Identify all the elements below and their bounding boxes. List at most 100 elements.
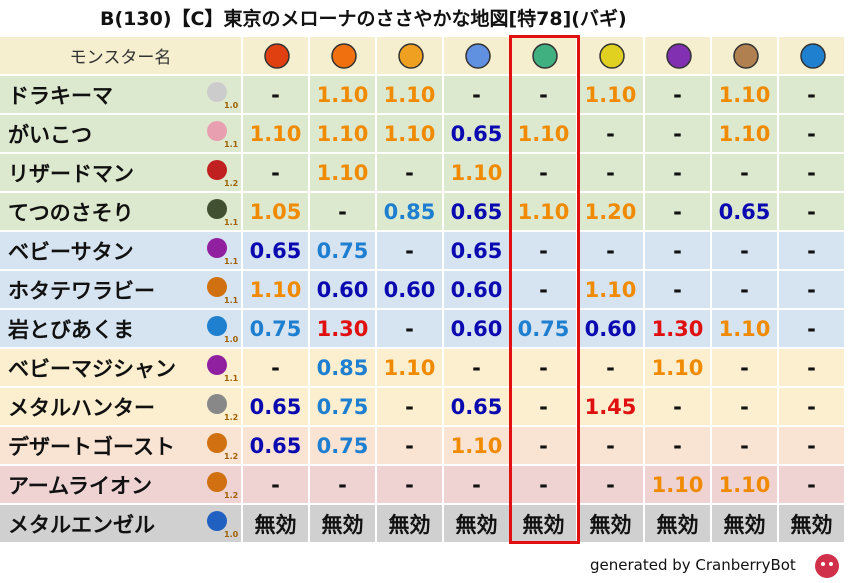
resist-value: - (578, 232, 643, 269)
resist-value: 0.60 (444, 310, 509, 347)
monster-name: アームライオン (0, 466, 241, 503)
resist-value: 1.45 (578, 388, 643, 425)
monster-level: 1.1 (224, 374, 239, 383)
resist-value: - (377, 466, 442, 503)
resist-value: - (310, 466, 375, 503)
resist-value: - (511, 349, 576, 386)
monster-name: 岩とびあくま (0, 310, 241, 347)
element-icon (329, 41, 359, 71)
icon-shape (207, 277, 227, 297)
resist-value: - (377, 154, 442, 191)
monster-name: ドラキーマ (0, 76, 241, 113)
resist-value: - (645, 193, 710, 230)
resist-value: - (511, 427, 576, 464)
monster-level: 1.1 (224, 296, 239, 305)
resist-value: - (712, 427, 777, 464)
icon-shape (330, 43, 357, 69)
resist-value: 無効 (712, 505, 777, 542)
resist-value: 1.10 (578, 271, 643, 308)
resist-value: - (712, 388, 777, 425)
icon-shape (207, 394, 227, 414)
resist-value: - (578, 466, 643, 503)
monster-name: ベビーマジシャン (0, 349, 241, 386)
resist-value: - (645, 271, 710, 308)
element-icon (597, 41, 627, 71)
monster-icon (205, 275, 229, 299)
icon-shape (263, 43, 290, 69)
resist-value: 1.10 (444, 427, 509, 464)
resist-value: 1.10 (712, 310, 777, 347)
resist-value: - (779, 154, 844, 191)
monster-level: 1.2 (224, 179, 239, 188)
resist-value: 1.20 (578, 193, 643, 230)
name-header: モンスター名 (0, 37, 241, 74)
monster-name: メタルエンゼル (0, 505, 241, 542)
resist-value: 1.10 (645, 349, 710, 386)
icon-shape (207, 160, 227, 180)
resist-value: 0.85 (377, 193, 442, 230)
icon-shape (207, 511, 227, 531)
icon-shape (397, 43, 424, 69)
monster-level: 1.0 (224, 335, 239, 344)
resist-value: - (511, 388, 576, 425)
resist-value: 0.75 (310, 388, 375, 425)
resist-value: 0.65 (243, 388, 308, 425)
resist-value: - (645, 76, 710, 113)
title: B(130)【C】東京のメローナのささやかな地図[特78](バギ) (100, 8, 627, 30)
resist-value: 1.10 (310, 154, 375, 191)
monster-name: リザードマン (0, 154, 241, 191)
resist-value: - (712, 232, 777, 269)
monster-level: 1.1 (224, 218, 239, 227)
resist-value: 1.10 (377, 115, 442, 152)
resist-value: - (645, 388, 710, 425)
icon-shape (207, 316, 227, 336)
monster-icon (205, 509, 229, 533)
resist-value: 1.10 (578, 76, 643, 113)
resist-value: 1.10 (511, 115, 576, 152)
resist-value: 0.65 (243, 427, 308, 464)
resist-value: 0.65 (712, 193, 777, 230)
resist-value: - (377, 388, 442, 425)
monster-icon (205, 158, 229, 182)
resist-value: - (779, 388, 844, 425)
resist-value: 1.10 (712, 76, 777, 113)
resist-value: - (511, 271, 576, 308)
resist-value: 無効 (444, 505, 509, 542)
resist-value: - (578, 349, 643, 386)
monster-name: メタルハンター (0, 388, 241, 425)
monster-icon (205, 353, 229, 377)
monster-icon (205, 80, 229, 104)
resist-value: - (243, 349, 308, 386)
monster-level: 1.0 (224, 101, 239, 110)
resist-value: - (310, 193, 375, 230)
resist-value: - (444, 349, 509, 386)
icon-shape (207, 238, 227, 258)
resist-value: - (645, 154, 710, 191)
icon-shape (207, 82, 227, 102)
monster-level: 1.2 (224, 452, 239, 461)
icon-shape (207, 199, 227, 219)
resist-value: 1.10 (243, 115, 308, 152)
resist-value: - (511, 232, 576, 269)
icon-shape (799, 43, 826, 69)
resist-value: - (779, 310, 844, 347)
resist-value: 0.65 (444, 115, 509, 152)
resist-value: 0.75 (511, 310, 576, 347)
element-icon (262, 41, 292, 71)
monster-name: ホタテワラビー (0, 271, 241, 308)
element-icon (731, 41, 761, 71)
resist-value: - (377, 310, 442, 347)
resist-value: - (779, 76, 844, 113)
resist-value: - (578, 115, 643, 152)
resist-value: - (377, 427, 442, 464)
monster-icon (205, 236, 229, 260)
resist-value: 0.60 (578, 310, 643, 347)
element-icon (396, 41, 426, 71)
highlight-column (509, 35, 580, 544)
resist-value: - (578, 427, 643, 464)
icon-shape (464, 43, 491, 69)
resist-value: 0.65 (243, 232, 308, 269)
resist-value: - (779, 115, 844, 152)
resist-value: - (712, 271, 777, 308)
